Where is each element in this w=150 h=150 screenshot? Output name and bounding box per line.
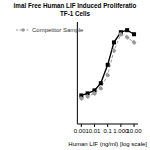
svg-text:0.001: 0.001 — [74, 128, 90, 134]
svg-text:0.1: 0.1 — [104, 128, 113, 134]
svg-text:0.01: 0.01 — [89, 128, 101, 134]
svg-text:10.00: 10.00 — [127, 128, 142, 134]
html-text:imal Free Human LIF Induced Pr: imal Free Human LIF Induced Proliferatio — [13, 2, 137, 9]
html-text:TF-1 Cells: TF-1 Cells — [60, 10, 90, 17]
svg-text:Human LIF (ng/ml) [log scale]: Human LIF (ng/ml) [log scale] — [68, 141, 142, 147]
html-text:Competitor Sample: Competitor Sample — [32, 27, 84, 33]
svg-text:1.000: 1.000 — [113, 128, 129, 135]
